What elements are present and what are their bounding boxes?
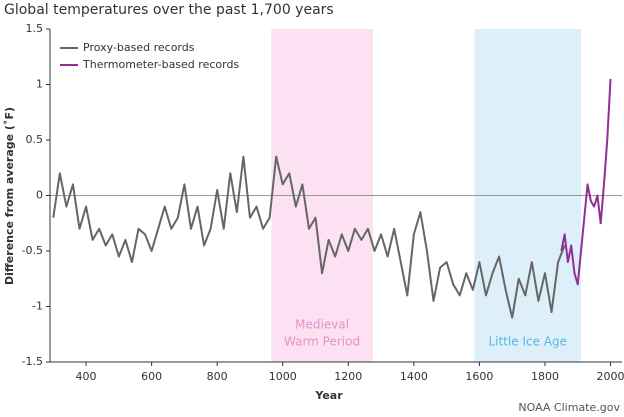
region-label: Little Ice Age	[489, 335, 568, 349]
x-tick-label: 1400	[400, 370, 428, 383]
x-tick-label: 2000	[597, 370, 624, 383]
y-tick-label: 0.5	[26, 133, 44, 146]
y-tick-label: -1	[32, 300, 43, 313]
y-tick-label: -1.5	[22, 355, 43, 368]
x-tick-label: 1600	[465, 370, 493, 383]
series-line	[560, 78, 612, 286]
chart-title: Global temperatures over the past 1,700 …	[4, 2, 334, 18]
y-axis-label: Difference from average (˚F)	[3, 107, 16, 285]
x-axis-label: Year	[314, 389, 343, 402]
region-label: Medieval	[295, 318, 349, 332]
region-label: Warm Period	[284, 335, 360, 349]
y-tick-label: 1	[36, 78, 43, 91]
x-tick-label: 1000	[269, 370, 297, 383]
x-tick-label: 1800	[531, 370, 559, 383]
y-tick-label: 1.5	[26, 22, 44, 35]
x-tick-label: 400	[76, 370, 97, 383]
x-tick-label: 800	[207, 370, 228, 383]
x-tick-label: 600	[141, 370, 162, 383]
legend-label: Proxy-based records	[83, 41, 195, 54]
series-line	[52, 155, 566, 319]
source: NOAA Climate.gov	[518, 401, 620, 414]
y-tick-label: -0.5	[22, 244, 43, 257]
legend-label: Thermometer-based records	[82, 58, 239, 71]
x-tick-label: 1200	[334, 370, 362, 383]
y-tick-label: 0	[36, 189, 43, 202]
